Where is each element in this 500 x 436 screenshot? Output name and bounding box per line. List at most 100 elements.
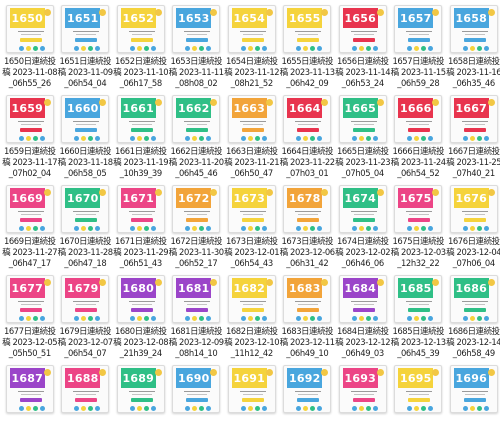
file-thumbnail[interactable]: 1652 bbox=[116, 5, 165, 53]
file-name-label[interactable]: 1682日連続投稿 2023-12-10_11h12_42 bbox=[224, 326, 280, 359]
file-thumbnail[interactable]: 1682 bbox=[227, 275, 276, 323]
file-name-label[interactable]: 1658日連続投稿 2023-11-16_06h35_46 bbox=[446, 56, 500, 89]
file-thumbnail[interactable]: 1693 bbox=[338, 365, 387, 413]
file-item[interactable]: 1658 1658日連続投稿 2023-11-16_06h35_46 bbox=[446, 0, 500, 90]
file-name-label[interactable]: 1681日連続投稿 2023-12-09_08h14_10 bbox=[168, 326, 224, 359]
file-item[interactable]: 1693 bbox=[335, 360, 391, 436]
file-item[interactable]: 1678 1673日連続投稿 2023-12-06_06h31_42 bbox=[279, 180, 335, 270]
file-thumbnail[interactable]: 1661 bbox=[116, 95, 165, 143]
file-name-label[interactable]: 1676日連続投稿 2023-12-04_07h06_04 bbox=[446, 236, 500, 269]
file-name-label[interactable]: 1671日連続投稿 2023-11-29_06h51_43 bbox=[113, 236, 169, 269]
file-thumbnail[interactable]: 1671 bbox=[116, 185, 165, 233]
file-name-label[interactable]: 1679日連続投稿 2023-12-07_06h54_07 bbox=[57, 326, 113, 359]
file-name-label[interactable]: 1653日連続投稿 2023-11-11_08h08_02 bbox=[168, 56, 224, 89]
file-item[interactable]: 1650 1650日連続投稿 2023-11-08_06h55_26 bbox=[2, 0, 58, 90]
file-name-label[interactable]: 1663日連続投稿 2023-11-21_06h50_47 bbox=[224, 146, 280, 179]
file-item[interactable]: 1689 bbox=[113, 360, 169, 436]
file-item[interactable]: 1696 bbox=[446, 360, 500, 436]
file-item[interactable]: 1679 1679日連続投稿 2023-12-07_06h54_07 bbox=[57, 270, 113, 360]
file-thumbnail[interactable]: 1658 bbox=[449, 5, 498, 53]
file-thumbnail[interactable]: 1654 bbox=[227, 5, 276, 53]
file-item[interactable]: 1671 1671日連続投稿 2023-11-29_06h51_43 bbox=[113, 180, 169, 270]
file-item[interactable]: 1662 1662日連続投稿 2023-11-20_06h45_46 bbox=[168, 90, 224, 180]
file-item[interactable]: 1669 1669日連続投稿 2023-11-27_06h47_17 bbox=[2, 180, 58, 270]
file-item[interactable]: 1687 bbox=[2, 360, 58, 436]
file-name-label[interactable]: 1669日連続投稿 2023-11-27_06h47_17 bbox=[2, 236, 58, 269]
file-thumbnail[interactable]: 1664 bbox=[283, 95, 332, 143]
file-name-label[interactable]: 1684日連続投稿 2023-12-12_06h49_03 bbox=[335, 326, 391, 359]
file-thumbnail[interactable]: 1651 bbox=[61, 5, 110, 53]
file-item[interactable]: 1652 1652日連続投稿 2023-11-10_06h17_58 bbox=[113, 0, 169, 90]
file-thumbnail[interactable]: 1656 bbox=[338, 5, 387, 53]
file-name-label[interactable]: 1665日連続投稿 2023-11-23_07h05_04 bbox=[335, 146, 391, 179]
file-item[interactable]: 1670 1670日連続投稿 2023-11-28_06h47_18 bbox=[58, 180, 113, 270]
file-thumbnail[interactable]: 1676 bbox=[449, 185, 498, 233]
file-item[interactable]: 1684 1684日連続投稿 2023-12-12_06h49_03 bbox=[335, 270, 391, 360]
file-thumbnail[interactable]: 1679 bbox=[61, 275, 110, 323]
file-thumbnail[interactable]: 1650 bbox=[5, 5, 54, 53]
file-name-label[interactable]: 1650日連続投稿 2023-11-08_06h55_26 bbox=[2, 56, 58, 89]
file-item[interactable]: 1673 1673日連続投稿 2023-12-01_06h54_43 bbox=[224, 180, 280, 270]
file-thumbnail[interactable]: 1678 bbox=[283, 185, 332, 233]
file-item[interactable]: 1674 1674日連続投稿 2023-12-02_06h46_06 bbox=[335, 180, 391, 270]
file-thumbnail[interactable]: 1695 bbox=[394, 365, 443, 413]
file-thumbnail[interactable]: 1675 bbox=[394, 185, 443, 233]
file-name-label[interactable]: 1685日連続投稿 2023-12-13_06h45_39 bbox=[390, 326, 446, 359]
file-name-label[interactable]: 1683日連続投稿 2023-12-11_06h49_10 bbox=[279, 326, 335, 359]
file-thumbnail[interactable]: 1687 bbox=[5, 365, 54, 413]
file-item[interactable]: 1682 1682日連続投稿 2023-12-10_11h12_42 bbox=[224, 270, 280, 360]
file-item[interactable]: 1656 1656日連続投稿 2023-11-14_06h53_24 bbox=[335, 0, 391, 90]
file-name-label[interactable]: 1662日連続投稿 2023-11-20_06h45_46 bbox=[168, 146, 224, 179]
file-name-label[interactable]: 1657日連続投稿 2023-11-15_06h59_28 bbox=[390, 56, 446, 89]
file-item[interactable]: 1659 1659日連続投稿 2023-11-17_07h02_04 bbox=[2, 90, 58, 180]
file-item[interactable]: 1685 1685日連続投稿 2023-12-13_06h45_39 bbox=[390, 270, 446, 360]
file-item[interactable]: 1655 1655日連続投稿 2023-11-13_06h42_09 bbox=[279, 0, 335, 90]
file-item[interactable]: 1654 1654日連続投稿 2023-11-12_08h21_52 bbox=[224, 0, 280, 90]
file-name-label[interactable]: 1677日連続投稿 2023-12-05_05h50_51 bbox=[2, 326, 58, 359]
file-item[interactable]: 1675 1675日連続投稿 2023-12-03_12h32_22 bbox=[391, 180, 446, 270]
file-thumbnail[interactable]: 1659 bbox=[5, 95, 54, 143]
file-name-label[interactable]: 1660日連続投稿 2023-11-18_06h58_05 bbox=[57, 146, 113, 179]
file-thumbnail[interactable]: 1677 bbox=[5, 275, 54, 323]
file-item[interactable]: 1695 bbox=[391, 360, 447, 436]
file-item[interactable]: 1680 1680日連続投稿 2023-12-08_21h39_24 bbox=[113, 270, 169, 360]
file-item[interactable]: 1681 1681日連続投稿 2023-12-09_08h14_10 bbox=[168, 270, 224, 360]
file-thumbnail[interactable]: 1686 bbox=[449, 275, 498, 323]
file-thumbnail[interactable]: 1657 bbox=[394, 5, 443, 53]
file-item[interactable]: 1690 bbox=[169, 360, 225, 436]
file-name-label[interactable]: 1673日連続投稿 2023-12-01_06h54_43 bbox=[224, 236, 280, 269]
file-item[interactable]: 1661 1661日連続投稿 2023-11-19_10h39_39 bbox=[113, 90, 169, 180]
file-name-label[interactable]: 1666日連続投稿 2023-11-24_06h54_52 bbox=[390, 146, 446, 179]
file-name-label[interactable]: 1656日連続投稿 2023-11-14_06h53_24 bbox=[335, 56, 391, 89]
file-thumbnail[interactable]: 1692 bbox=[283, 365, 332, 413]
file-item[interactable]: 1672 1672日連続投稿 2023-11-30_06h52_17 bbox=[169, 180, 224, 270]
file-name-label[interactable]: 1664日連続投稿 2023-11-22_07h03_01 bbox=[279, 146, 335, 179]
file-item[interactable]: 1688 bbox=[58, 360, 114, 436]
file-name-label[interactable]: 1673日連続投稿 2023-12-06_06h31_42 bbox=[279, 236, 335, 269]
file-item[interactable]: 1667 1667日連続投稿 2023-11-25_07h40_21 bbox=[446, 90, 500, 180]
file-thumbnail[interactable]: 1655 bbox=[283, 5, 332, 53]
file-item[interactable]: 1691 bbox=[224, 360, 280, 436]
file-item[interactable]: 1692 bbox=[280, 360, 336, 436]
file-item[interactable]: 1686 1686日連続投稿 2023-12-14_06h58_49 bbox=[446, 270, 500, 360]
file-name-label[interactable]: 1652日連続投稿 2023-11-10_06h17_58 bbox=[113, 56, 169, 89]
file-thumbnail[interactable]: 1696 bbox=[449, 365, 498, 413]
file-name-label[interactable]: 1651日連続投稿 2023-11-09_06h54_04 bbox=[57, 56, 113, 89]
file-thumbnail[interactable]: 1663 bbox=[227, 95, 276, 143]
file-name-label[interactable]: 1655日連続投稿 2023-11-13_06h42_09 bbox=[279, 56, 335, 89]
file-item[interactable]: 1657 1657日連続投稿 2023-11-15_06h59_28 bbox=[390, 0, 446, 90]
file-thumbnail[interactable]: 1667 bbox=[449, 95, 498, 143]
file-thumbnail[interactable]: 1683 bbox=[283, 275, 332, 323]
file-thumbnail[interactable]: 1689 bbox=[116, 365, 165, 413]
file-name-label[interactable]: 1674日連続投稿 2023-12-02_06h46_06 bbox=[335, 236, 391, 269]
file-item[interactable]: 1677 1677日連続投稿 2023-12-05_05h50_51 bbox=[2, 270, 58, 360]
file-item[interactable]: 1683 1683日連続投稿 2023-12-11_06h49_10 bbox=[279, 270, 335, 360]
file-name-label[interactable]: 1686日連続投稿 2023-12-14_06h58_49 bbox=[446, 326, 500, 359]
file-name-label[interactable]: 1654日連続投稿 2023-11-12_08h21_52 bbox=[224, 56, 280, 89]
file-thumbnail[interactable]: 1666 bbox=[394, 95, 443, 143]
file-thumbnail[interactable]: 1672 bbox=[172, 185, 221, 233]
file-thumbnail[interactable]: 1669 bbox=[5, 185, 54, 233]
file-thumbnail[interactable]: 1684 bbox=[338, 275, 387, 323]
file-item[interactable]: 1663 1663日連続投稿 2023-11-21_06h50_47 bbox=[224, 90, 280, 180]
file-item[interactable]: 1651 1651日連続投稿 2023-11-09_06h54_04 bbox=[57, 0, 113, 90]
